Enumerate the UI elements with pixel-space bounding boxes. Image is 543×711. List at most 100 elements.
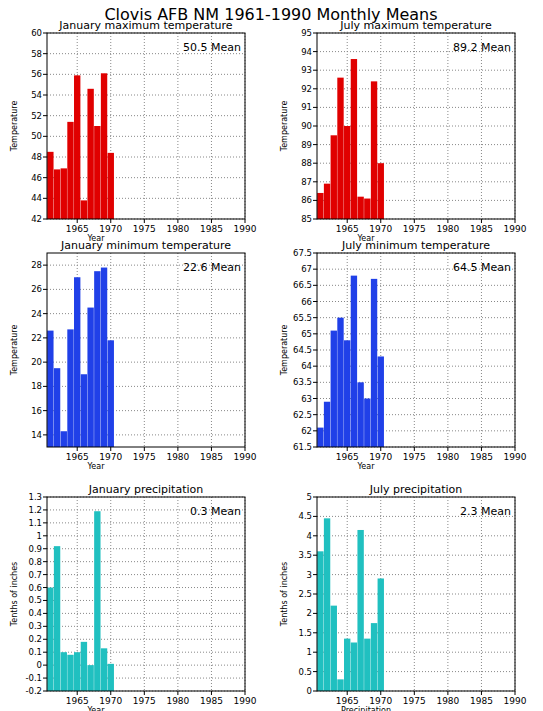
- bar: [94, 511, 100, 691]
- tick: [347, 219, 348, 223]
- tick-label: 62: [301, 426, 312, 436]
- tick-label: 87: [301, 177, 312, 187]
- tick: [43, 289, 47, 290]
- grid-line: [144, 33, 145, 219]
- tick-label: 1990: [234, 224, 257, 234]
- tick: [313, 333, 317, 334]
- bar: [67, 655, 73, 691]
- tick-label: 1965: [66, 224, 89, 234]
- bar: [331, 606, 337, 691]
- tick-label: 1990: [504, 452, 527, 462]
- tick: [43, 497, 47, 498]
- tick: [313, 301, 317, 302]
- tick: [43, 219, 47, 220]
- tick-label: 89: [301, 140, 312, 150]
- grid-line: [481, 497, 482, 691]
- tick-label: 42: [31, 214, 42, 224]
- tick: [481, 447, 482, 451]
- tick: [110, 691, 111, 695]
- bar: [337, 679, 343, 691]
- tick-label: 1990: [504, 224, 527, 234]
- tick-label: 85: [301, 214, 312, 224]
- x-axis-label: Precipitation: [341, 706, 391, 711]
- bars: [317, 518, 384, 691]
- plot-frame: [47, 33, 245, 219]
- bars: [47, 73, 114, 219]
- grid-line: [110, 497, 111, 691]
- tick-label: 2.5: [298, 589, 312, 599]
- tick: [245, 219, 246, 223]
- tick-label: 92: [301, 84, 312, 94]
- y-axis-label: Temperature: [10, 325, 19, 377]
- grid-line: [211, 497, 212, 691]
- bar: [357, 382, 363, 447]
- tick: [481, 219, 482, 223]
- tick-label: 64: [301, 361, 312, 371]
- tick: [43, 678, 47, 679]
- tick-label: 24: [31, 309, 42, 319]
- y-axis-label: Tenths of inches: [10, 562, 19, 628]
- tick-label: 1.1: [28, 518, 42, 528]
- grid-line: [447, 253, 448, 447]
- tick-label: 1975: [403, 696, 426, 706]
- tick: [313, 33, 317, 34]
- tick-label: 1970: [369, 696, 392, 706]
- tick-label: 48: [31, 152, 42, 162]
- bars: [47, 268, 114, 447]
- grid-line: [317, 594, 515, 595]
- tick: [313, 317, 317, 318]
- grid-line: [447, 497, 448, 691]
- chart: January precipitation-0.2-0.100.10.20.30…: [10, 483, 257, 711]
- tick-label: 88: [301, 158, 312, 168]
- bar: [324, 518, 330, 691]
- mean-label: 50.5 Mean: [183, 41, 241, 54]
- mean-label: 0.3 Mean: [190, 505, 241, 518]
- bar: [74, 652, 80, 691]
- tick: [313, 632, 317, 633]
- bar: [94, 271, 100, 447]
- bar: [101, 648, 107, 691]
- chart-title: January minimum temperature: [60, 239, 231, 252]
- plot-frame: [317, 33, 515, 219]
- tick: [43, 95, 47, 96]
- tick-label: 1990: [234, 452, 257, 462]
- tick: [43, 265, 47, 266]
- tick-label: 66.5: [293, 280, 312, 290]
- tick-label: 1975: [133, 452, 156, 462]
- tick: [313, 181, 317, 182]
- tick-label: 1: [37, 531, 42, 541]
- tick-label: 63: [301, 394, 312, 404]
- tick-label: 1985: [470, 224, 493, 234]
- bar: [324, 184, 330, 219]
- tick: [313, 613, 317, 614]
- tick-label: 22: [31, 333, 42, 343]
- tick-label: 1965: [66, 452, 89, 462]
- bar: [74, 75, 80, 219]
- tick-label: 1980: [436, 696, 459, 706]
- tick: [313, 497, 317, 498]
- bar: [87, 665, 93, 691]
- tick: [144, 219, 145, 223]
- tick: [313, 107, 317, 108]
- grid-line: [47, 561, 245, 562]
- tick: [211, 447, 212, 451]
- tick: [313, 269, 317, 270]
- y-axis-label: Temperature: [280, 325, 289, 377]
- bar: [344, 639, 350, 691]
- tick: [313, 144, 317, 145]
- tick: [313, 516, 317, 517]
- chart-title: January maximum temperature: [58, 19, 232, 32]
- grid-line: [47, 600, 245, 601]
- tick-label: 64.5: [293, 345, 312, 355]
- grid-line: [481, 33, 482, 219]
- bar: [108, 664, 114, 691]
- bar: [47, 152, 53, 219]
- bars: [317, 276, 384, 447]
- y-axis-label: Temperature: [10, 101, 19, 153]
- bar: [317, 193, 323, 219]
- tick: [313, 594, 317, 595]
- bar: [54, 169, 60, 219]
- bar: [61, 652, 67, 691]
- tick: [313, 430, 317, 431]
- tick-label: 1975: [133, 224, 156, 234]
